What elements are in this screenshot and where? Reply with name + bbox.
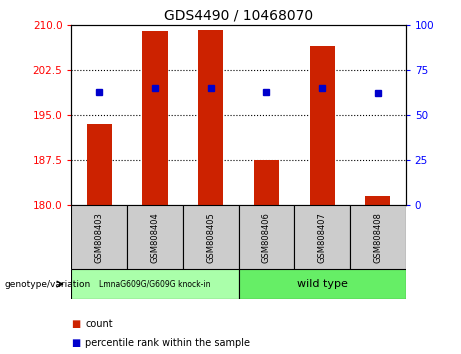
Text: GSM808405: GSM808405 (206, 212, 215, 263)
Text: count: count (85, 319, 113, 329)
Text: GSM808407: GSM808407 (318, 212, 327, 263)
Bar (71, 205, 127, 269)
Text: percentile rank within the sample: percentile rank within the sample (85, 338, 250, 348)
Text: ■: ■ (71, 319, 81, 329)
Bar (127, 205, 183, 269)
Bar (238, 205, 294, 269)
Text: GSM808403: GSM808403 (95, 212, 104, 263)
Bar (294, 205, 350, 269)
Text: ■: ■ (71, 338, 81, 348)
Bar (310, 46, 335, 205)
Bar (254, 160, 279, 205)
Text: GSM808408: GSM808408 (373, 212, 382, 263)
Bar (142, 31, 167, 205)
Text: LmnaG609G/G609G knock-in: LmnaG609G/G609G knock-in (99, 280, 211, 289)
Title: GDS4490 / 10468070: GDS4490 / 10468070 (164, 8, 313, 22)
Bar (198, 30, 223, 205)
Text: GSM808406: GSM808406 (262, 212, 271, 263)
Bar (183, 205, 238, 269)
Bar (238, 269, 406, 299)
Text: wild type: wild type (297, 279, 348, 289)
Bar (71, 269, 239, 299)
Bar (87, 124, 112, 205)
Bar (365, 196, 390, 205)
Text: GSM808404: GSM808404 (150, 212, 160, 263)
Bar (350, 205, 406, 269)
Text: genotype/variation: genotype/variation (5, 280, 91, 289)
